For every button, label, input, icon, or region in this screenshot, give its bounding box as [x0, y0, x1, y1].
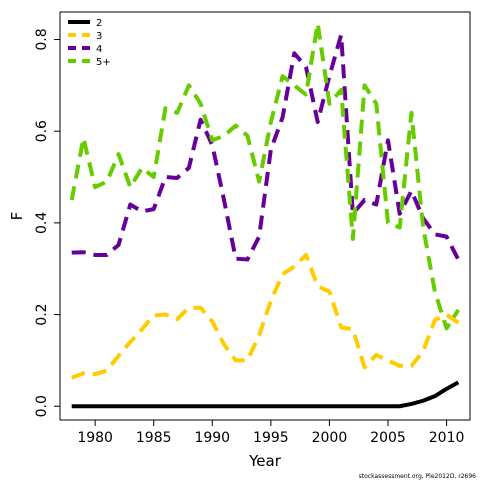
legend-label-3: 3 [96, 31, 102, 42]
y-axis: 0.0 0.2 0.4 0.6 0.8 [34, 28, 60, 417]
series-line-3 [72, 255, 459, 378]
x-axis-label: Year [248, 452, 282, 470]
x-tick-label: 1995 [253, 430, 289, 446]
plot-frame [60, 12, 470, 420]
legend-label-5plus: 5+ [96, 57, 111, 68]
x-tick-label: 2005 [370, 430, 406, 446]
y-tick-label: 0.8 [34, 28, 50, 50]
x-axis: 1980 1985 1990 1995 2000 2005 2010 [77, 420, 464, 446]
legend-label-2: 2 [96, 18, 102, 29]
x-tick-label: 2000 [312, 430, 348, 446]
series-layer [72, 23, 459, 406]
y-tick-label: 0.2 [34, 303, 50, 325]
source-annotation: stockassessment.org, Ple2012D, r2696 [359, 473, 477, 480]
series-line-5plus [72, 23, 459, 328]
y-tick-label: 0.0 [34, 395, 50, 417]
legend-label-4: 4 [96, 44, 102, 55]
y-tick-label: 0.4 [34, 212, 50, 234]
y-tick-label: 0.6 [34, 120, 50, 142]
x-tick-label: 2010 [429, 430, 465, 446]
x-tick-label: 1980 [77, 430, 113, 446]
x-tick-label: 1990 [194, 430, 230, 446]
y-axis-label: F [8, 212, 26, 221]
legend: 2 3 4 5+ [68, 18, 111, 68]
x-tick-label: 1985 [136, 430, 172, 446]
series-line-2 [72, 382, 459, 406]
